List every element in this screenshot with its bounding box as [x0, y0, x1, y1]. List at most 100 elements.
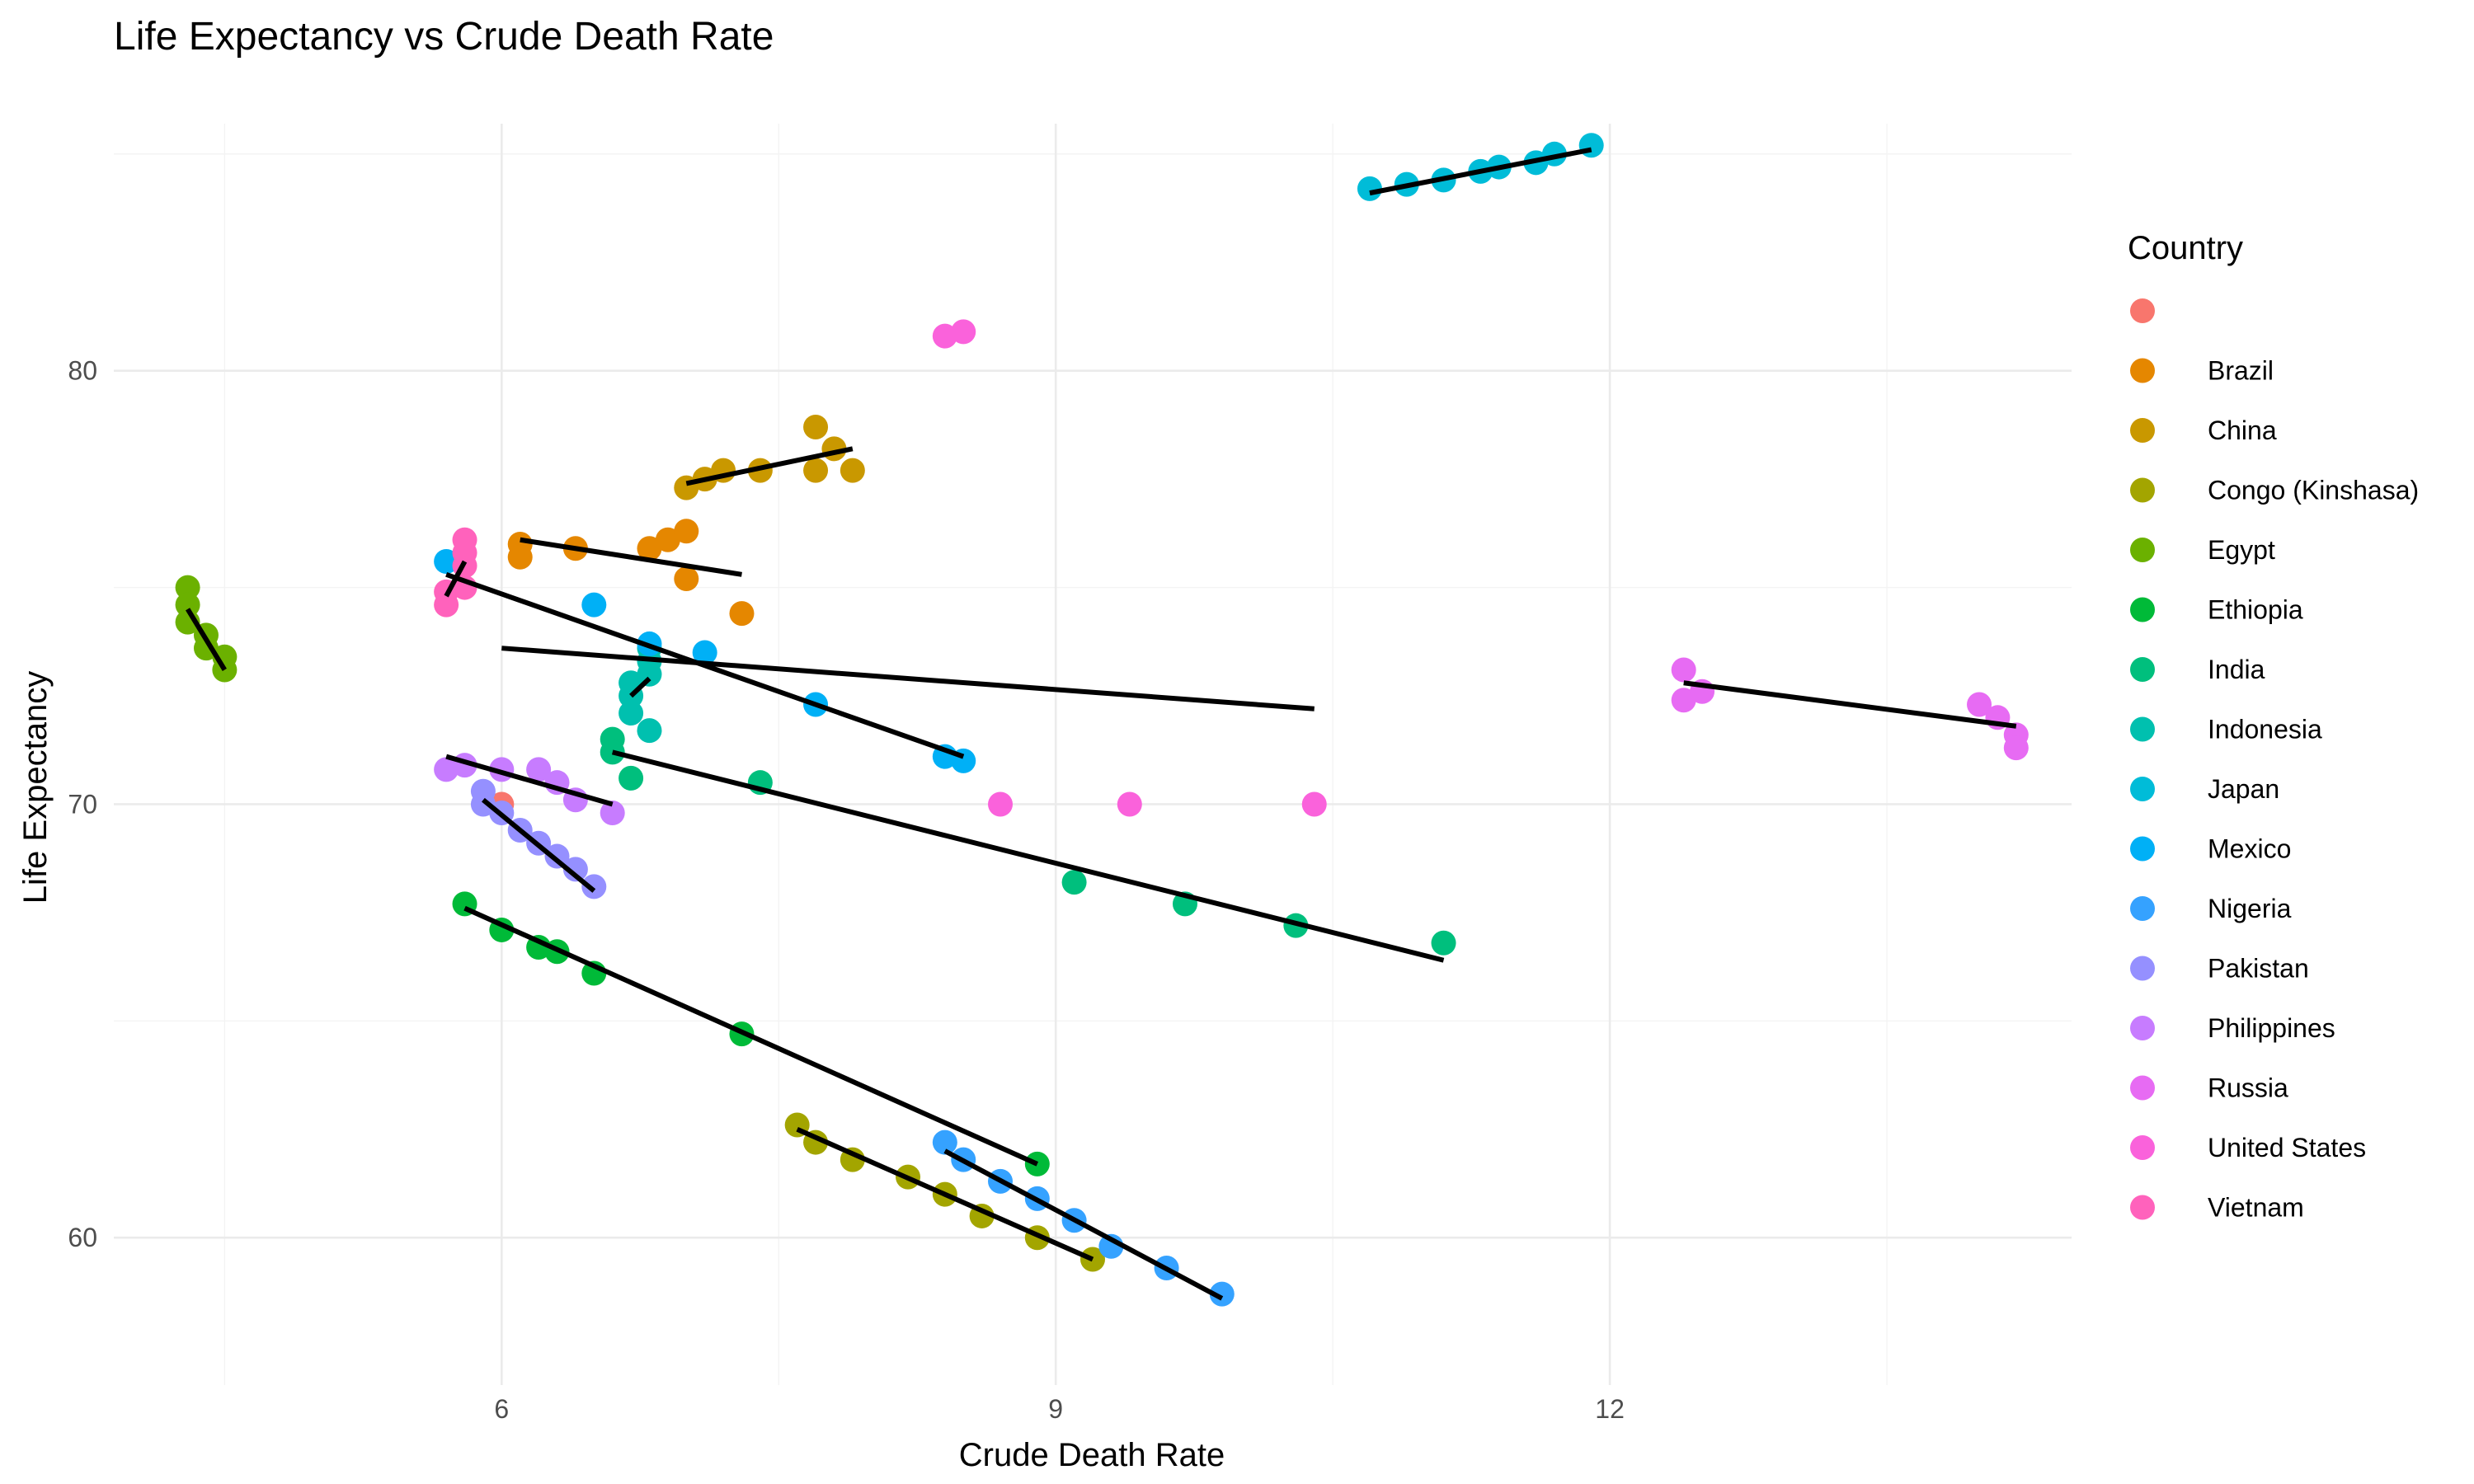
legend-label: Russia: [2208, 1073, 2288, 1103]
legend-label: United States: [2208, 1133, 2366, 1162]
trend-line: [520, 537, 742, 577]
data-point: [840, 458, 865, 483]
legend-items: Brazil China Congo (Kinshasa) Egypt Ethiopia…: [2130, 298, 2419, 1223]
legend-label: Vietnam: [2208, 1193, 2304, 1223]
legend-label: Japan: [2208, 774, 2279, 804]
legend-key: [2130, 896, 2155, 921]
y-axis-title: Life Expectancy: [17, 671, 54, 904]
data-point: [637, 536, 662, 561]
trend-line: [1369, 147, 1592, 196]
trend-line: [445, 754, 614, 807]
data-point: [470, 791, 496, 817]
data-point: [562, 857, 588, 882]
legend-key: [2130, 956, 2155, 981]
trend-line: [943, 1148, 1224, 1301]
data-point: [600, 800, 625, 825]
data-point: [1061, 870, 1087, 895]
data-point: [803, 458, 829, 483]
data-point: [434, 757, 459, 782]
data-point: [692, 640, 717, 665]
trend-line: [629, 676, 651, 698]
data-point: [674, 519, 699, 544]
legend-label: Egypt: [2208, 535, 2275, 565]
data-point: [729, 601, 755, 627]
trend-line: [796, 1127, 1094, 1262]
fit-lines-layer: [186, 147, 2017, 1301]
y-tick-label: 70: [68, 789, 97, 819]
legend: Country Brazil China Congo (Kinshasa) Egypt…: [2128, 230, 2419, 1223]
data-point: [1671, 657, 1696, 683]
legend-label: India: [2208, 655, 2265, 684]
legend-key: [2130, 716, 2155, 742]
data-point: [1967, 692, 1992, 717]
trend-line: [186, 608, 227, 672]
data-point: [618, 765, 644, 791]
data-point: [932, 1129, 957, 1155]
legend-key: [2130, 358, 2155, 383]
data-point: [951, 319, 976, 345]
data-point: [932, 323, 957, 349]
x-tick-label: 6: [494, 1394, 509, 1424]
y-tick-label: 60: [68, 1223, 97, 1252]
legend-label: China: [2208, 416, 2277, 445]
y-axis-ticks: 60 70 80: [68, 356, 97, 1253]
data-point: [674, 566, 699, 592]
data-point: [434, 549, 459, 575]
legend-label: Philippines: [2208, 1013, 2335, 1043]
legend-label: Nigeria: [2208, 894, 2292, 923]
data-point: [637, 718, 662, 744]
legend-key: [2130, 418, 2155, 443]
legend-key: [2130, 1135, 2155, 1160]
data-point: [1431, 930, 1456, 956]
data-point: [175, 592, 200, 618]
legend-key: [2130, 777, 2155, 801]
legend-key: [2130, 298, 2155, 323]
data-point: [803, 415, 829, 440]
data-point: [581, 592, 607, 618]
legend-label: Mexico: [2208, 834, 2291, 864]
legend-key: [2130, 836, 2155, 862]
data-point: [452, 527, 477, 552]
legend-title: Country: [2128, 230, 2243, 266]
trend-line: [611, 749, 1445, 963]
legend-label: Pakistan: [2208, 954, 2309, 984]
legend-key: [2130, 1075, 2155, 1101]
data-point: [507, 544, 533, 570]
data-point: [1671, 688, 1696, 713]
data-point: [581, 874, 607, 899]
y-tick-label: 80: [68, 356, 97, 386]
data-point: [1357, 176, 1382, 201]
legend-key: [2130, 538, 2155, 562]
x-axis-title: Crude Death Rate: [959, 1437, 1225, 1473]
x-axis-ticks: 6 9 12: [494, 1394, 1624, 1424]
trend-line: [463, 905, 1039, 1167]
data-point: [618, 701, 644, 726]
legend-label: Ethiopia: [2208, 595, 2303, 625]
legend-key: [2130, 1016, 2155, 1040]
x-tick-label: 9: [1048, 1394, 1063, 1424]
data-point: [1578, 133, 1604, 158]
data-point: [988, 791, 1014, 817]
legend-key: [2130, 1195, 2155, 1220]
trend-line: [1683, 680, 2017, 729]
x-tick-label: 12: [1595, 1394, 1625, 1424]
legend-label: Brazil: [2208, 356, 2274, 386]
legend-label: Indonesia: [2208, 715, 2322, 744]
trend-line: [482, 797, 596, 893]
legend-key: [2130, 657, 2155, 682]
data-point: [2003, 735, 2029, 761]
data-point: [544, 843, 570, 869]
trend-line: [501, 646, 1315, 711]
chart-title: Life Expectancy vs Crude Death Rate: [114, 15, 774, 59]
trend-line: [444, 560, 468, 598]
data-point: [526, 757, 552, 782]
legend-key: [2130, 597, 2155, 622]
data-point: [1209, 1281, 1235, 1307]
data-point: [655, 527, 680, 552]
legend-label: Congo (Kinshasa): [2208, 476, 2419, 505]
trend-line: [685, 446, 854, 486]
data-point: [175, 575, 200, 600]
data-point: [1117, 791, 1142, 817]
